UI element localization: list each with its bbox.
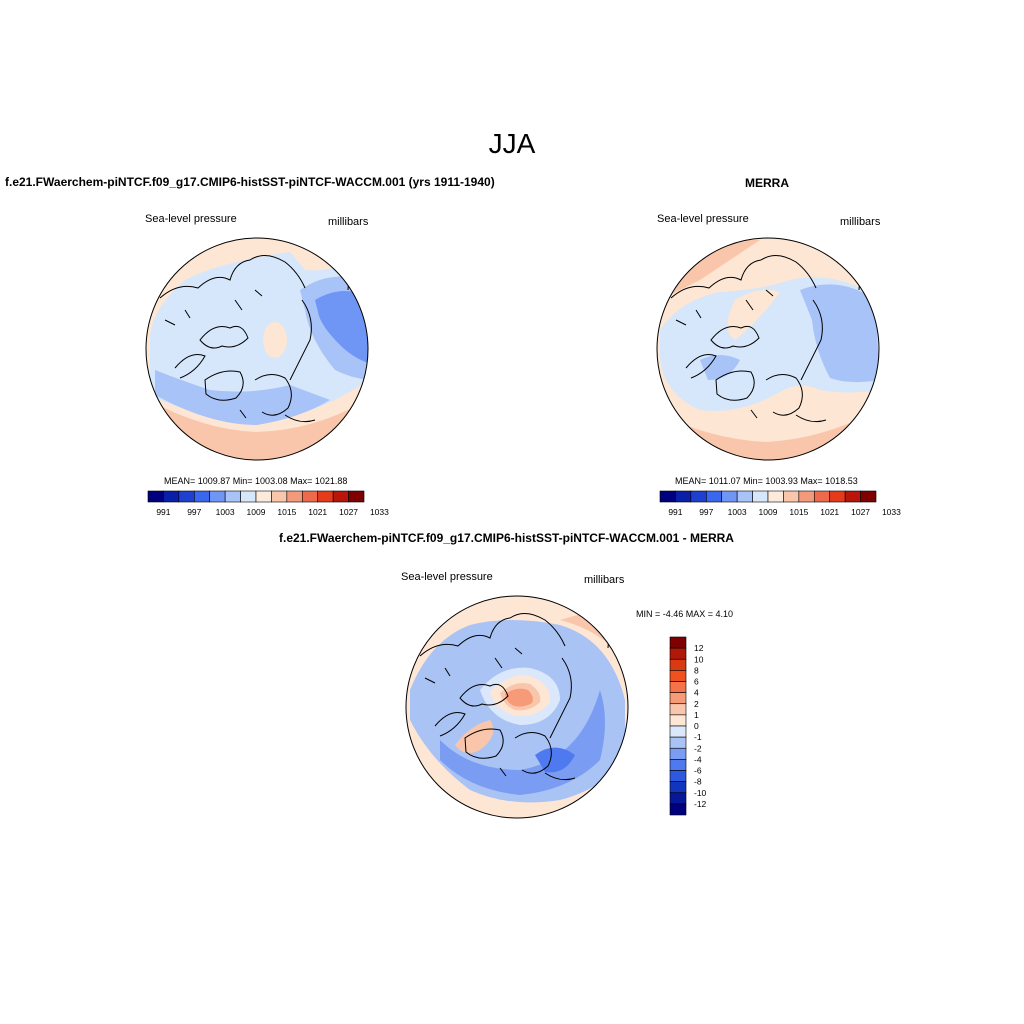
diff-colorbar-label: -1 [694,732,702,742]
model-units-label: millibars [328,216,369,228]
model-colorbar-swatch [255,490,272,503]
diff-colorbar-swatch [669,658,687,671]
diff-colorbar-label: -10 [694,788,707,798]
model-colorbar-swatch [224,490,241,503]
model-colorbar-label: 1021 [308,507,327,517]
obs-colorbar-label: 997 [699,507,713,517]
obs-colorbar-swatch [813,490,831,503]
model-colorbar-label: 1009 [247,507,266,517]
model-colorbar-swatch [301,490,319,503]
obs-colorbar-label: 991 [668,507,682,517]
diff-stats: MIN = -4.46 MAX = 4.10 [636,609,734,619]
model-colorbar-swatch [193,490,211,503]
model-colorbar-swatch [147,490,164,503]
obs-colorbar-swatch [721,490,738,503]
diff-colorbar-label: 0 [694,721,699,731]
obs-colorbar-swatch [844,490,861,503]
obs-polar-map [656,237,880,461]
obs-colorbar-label: 1033 [882,507,901,517]
diff-colorbar-label: -4 [694,754,702,764]
model-colorbar-label: 997 [187,507,201,517]
obs-colorbar-swatch [736,490,753,503]
model-colorbar-swatch [332,490,349,503]
obs-colorbar-label: 1015 [789,507,808,517]
diff-colorbar-swatch [669,681,687,693]
diff-colorbar-swatch [669,781,687,794]
diff-colorbar-swatch [669,747,687,760]
diff-colorbar-swatch [669,803,687,816]
diff-colorbar-swatch [669,670,687,682]
obs-colorbar-swatch [752,490,769,503]
model-colorbar-label: 1033 [370,507,389,517]
obs-colorbar-swatch [783,490,800,503]
diff-colorbar-swatch [669,736,687,749]
obs-colorbar-swatch [798,490,815,503]
diff-colorbar-label: 2 [694,699,699,709]
diff-colorbar-swatch [669,647,687,660]
obs-colorbar-swatch [705,490,723,503]
obs-colorbar-label: 1003 [728,507,747,517]
model-colorbar-label: 1003 [216,507,235,517]
diff-colorbar-label: -6 [694,766,702,776]
model-colorbar-label: 1027 [339,507,358,517]
model-colorbar-swatch [209,490,226,503]
model-panel-title: f.e21.FWaerchem-piNTCF.f09_g17.CMIP6-his… [5,175,495,189]
model-colorbar-swatch [271,490,288,503]
obs-colorbar-swatch [767,490,784,503]
model-colorbar-label: 1015 [277,507,296,517]
diff-colorbar-label: 12 [694,643,704,653]
model-variable-label: Sea-level pressure [145,213,237,225]
diff-colorbar-label: 8 [694,665,699,675]
diff-panel-title: f.e21.FWaerchem-piNTCF.f09_g17.CMIP6-his… [279,531,734,545]
diff-colorbar-swatch [669,714,687,727]
diff-colorbar-swatch [669,703,687,716]
diff-units-label: millibars [584,574,625,586]
diff-colorbar-label: 10 [694,654,704,664]
diff-polar-map [405,595,629,819]
obs-colorbar-label: 1009 [759,507,778,517]
obs-units-label: millibars [840,216,881,228]
obs-stats: MEAN= 1011.07 Min= 1003.93 Max= 1018.53 [675,476,858,486]
obs-colorbar-swatch [659,490,676,503]
diff-colorbar-label: 6 [694,677,699,687]
obs-colorbar-label: 1027 [851,507,870,517]
model-colorbar-label: 991 [156,507,170,517]
diff-colorbar-label: 4 [694,688,699,698]
diff-colorbar-swatch [669,725,687,738]
model-colorbar-swatch [178,490,195,503]
obs-variable-label: Sea-level pressure [657,213,749,225]
diff-colorbar-label: -2 [694,743,702,753]
diff-colorbar-swatch [669,792,687,805]
diff-colorbar-swatch [669,692,687,705]
model-colorbar-swatch [317,490,334,503]
obs-panel-title: MERRA [745,176,789,190]
model-colorbar-swatch [163,490,180,503]
obs-colorbar: 991 997 1003 1009 1015 1021 1027 1033 [659,490,901,517]
model-stats: MEAN= 1009.87 Min= 1003.08 Max= 1021.88 [164,476,348,486]
diff-variable-label: Sea-level pressure [401,571,493,583]
obs-colorbar-swatch [675,490,692,503]
diff-colorbar-label: -12 [694,799,707,809]
obs-colorbar-label: 1021 [820,507,839,517]
diff-colorbar-label: 1 [694,710,699,720]
model-colorbar-swatch [286,490,303,503]
diff-colorbar-swatch [669,636,687,649]
diff-colorbar-swatch [669,770,687,782]
obs-colorbar-swatch [829,490,846,503]
diff-colorbar-label: -8 [694,777,702,787]
model-colorbar-swatch [348,490,365,503]
obs-colorbar-swatch [690,490,707,503]
model-colorbar: 991 997 1003 1009 1015 1021 1027 1033 [147,490,389,517]
model-colorbar-swatch [240,490,257,503]
obs-colorbar-swatch [860,490,877,503]
model-polar-map [145,237,369,461]
diff-colorbar-swatch [669,759,687,771]
figure-title: JJA [488,128,536,159]
